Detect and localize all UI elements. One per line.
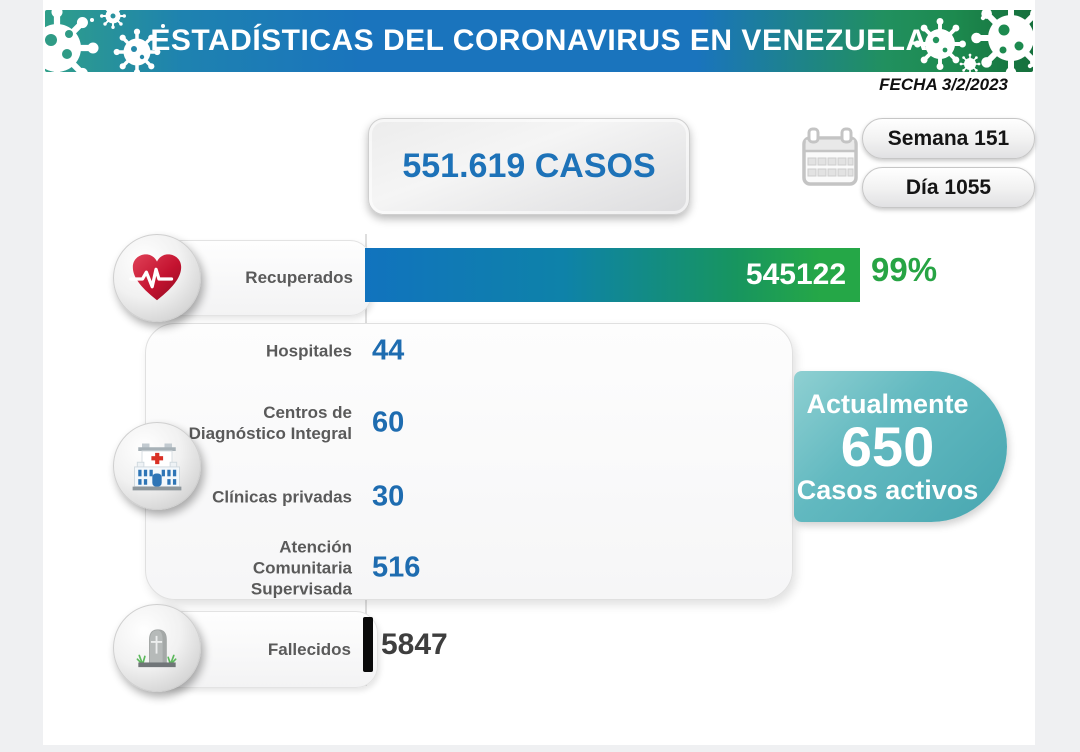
recovered-bar: 545122 — [365, 248, 860, 302]
facility-value-hospitales: 44 — [372, 334, 405, 367]
virus-icon — [45, 10, 1033, 72]
deceased-label: Fallecidos — [267, 639, 351, 659]
active-cases-subtitle: Casos activos — [796, 474, 979, 505]
facility-label-line: Supervisada — [250, 579, 352, 599]
facilities-circle — [113, 422, 201, 510]
facility-label-line: Centros de — [263, 403, 352, 422]
facility-label-line: Diagnóstico Integral — [188, 424, 352, 443]
recovered-label: Recuperados — [245, 268, 353, 287]
facility-label-line: Comunitaria — [252, 558, 352, 578]
tombstone-icon — [136, 629, 177, 668]
heart-ekg-icon — [129, 254, 182, 301]
facility-label-atencion: Atención Comunitaria Supervisada — [132, 537, 352, 600]
facility-value-cdi: 60 — [372, 406, 405, 439]
day-badge: Día 1055 — [862, 167, 1035, 208]
active-cases-box: Actualmente 650 Casos activos — [794, 371, 1007, 522]
facility-label-line: Atención — [279, 537, 352, 557]
facility-label-cdi: Centros de Diagnóstico Integral — [132, 402, 352, 444]
report-date: FECHA 3/2/2023 — [879, 75, 1008, 94]
header-banner: ESTADÍSTICAS DEL CORONAVIRUS EN VENEZUEL… — [45, 10, 1033, 72]
active-cases-title: Actualmente — [806, 388, 969, 419]
facility-label-line: Clínicas privadas — [212, 487, 352, 507]
total-cases-box: 551.619 CASOS — [368, 118, 690, 215]
deceased-circle — [113, 604, 201, 692]
active-cases-value: 650 — [840, 414, 935, 478]
recovered-circle — [113, 234, 201, 322]
total-cases-value: 551.619 CASOS — [402, 147, 656, 185]
facility-label-line: Hospitales — [266, 341, 352, 361]
page-title: ESTADÍSTICAS DEL CORONAVIRUS EN VENEZUEL… — [150, 24, 928, 57]
recovered-value: 545122 — [745, 258, 846, 291]
hospital-icon — [132, 443, 182, 491]
facility-label-hospitales: Hospitales — [132, 341, 352, 362]
calendar-icon — [802, 127, 858, 186]
facility-label-clinicas: Clínicas privadas — [132, 487, 352, 508]
week-badge: Semana 151 — [862, 118, 1035, 159]
recovered-percent: 99% — [871, 251, 938, 288]
deceased-value: 5847 — [381, 628, 448, 661]
deceased-bar — [363, 617, 373, 672]
facility-value-clinicas: 30 — [372, 480, 405, 513]
facilities-panel — [145, 323, 793, 600]
facility-value-atencion: 516 — [372, 551, 421, 584]
